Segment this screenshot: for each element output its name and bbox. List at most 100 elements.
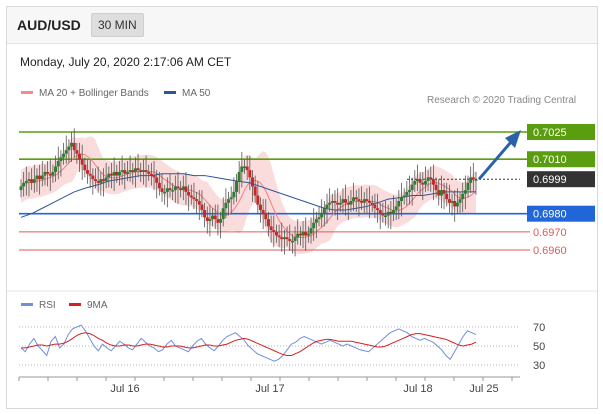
candle-body: [208, 219, 212, 221]
candle-body: [184, 186, 188, 192]
timestamp: Monday, July 20, 2020 2:17:06 AM CET: [20, 55, 232, 69]
candle-body: [328, 202, 332, 205]
candle-body: [80, 159, 84, 165]
candle-body: [357, 199, 361, 201]
candle-body: [413, 181, 417, 185]
candle-body: [107, 173, 111, 178]
candle-body: [248, 170, 252, 178]
candle-body: [43, 171, 47, 176]
candle-body: [195, 199, 199, 201]
level-tag-0.7025: [527, 124, 595, 140]
candle-body: [418, 179, 422, 183]
candle-body: [282, 237, 286, 240]
candle-body: [38, 175, 42, 180]
candle-body: [293, 237, 297, 241]
candle-body: [117, 171, 121, 176]
level-tag-0.6980: [527, 205, 595, 222]
candle-body: [290, 240, 294, 243]
candle-body: [203, 210, 207, 218]
candle-body: [415, 179, 419, 182]
bollinger-band-area: [21, 136, 476, 254]
candle-body: [312, 222, 316, 229]
candle-body: [229, 197, 233, 200]
chart-header-bar: AUD/USD 30 MIN: [7, 7, 597, 44]
candle-body: [341, 199, 345, 203]
candle-body: [72, 142, 76, 151]
projection-arrow-head: [505, 130, 521, 148]
candle-body: [405, 191, 409, 196]
candle-body: [378, 210, 382, 214]
candle-body: [322, 208, 326, 214]
candle-body: [56, 161, 60, 167]
candle-body: [62, 153, 66, 158]
candle-body: [67, 146, 71, 151]
candle-body: [431, 179, 435, 185]
legend-9ma: 9MA: [69, 300, 108, 311]
candle-body: [205, 217, 209, 221]
candle-body: [101, 179, 105, 182]
candle-body: [152, 175, 156, 178]
currency-pair-title: AUD/USD: [17, 17, 81, 33]
candle-body: [429, 177, 433, 180]
candle-body: [365, 199, 369, 201]
candle-body: [301, 231, 305, 236]
candle-body: [463, 190, 467, 194]
legend-label-ma20: MA 20 + Bollinger Bands: [39, 88, 149, 99]
candle-body: [272, 230, 276, 232]
candle-body: [402, 195, 406, 198]
candle-body: [450, 200, 454, 203]
x-axis-tick-label: Jul 16: [110, 383, 139, 395]
candle-body: [309, 228, 313, 234]
candle-body: [253, 186, 257, 196]
candle-body: [399, 197, 403, 201]
candle-body: [221, 208, 225, 220]
candle-body: [306, 233, 310, 236]
candle-body: [407, 190, 411, 192]
legend-label-ma50: MA 50: [182, 88, 211, 99]
candle-body: [123, 170, 127, 174]
candle-body: [136, 168, 140, 171]
candle-body: [285, 237, 289, 240]
candle-body: [64, 150, 68, 154]
legend-label-9ma: 9MA: [87, 300, 108, 311]
candle-body: [35, 175, 39, 180]
candle-body: [197, 200, 201, 205]
candle-body: [144, 170, 148, 172]
candle-body: [288, 239, 292, 241]
candle-body: [384, 215, 388, 218]
candle-body: [165, 188, 169, 192]
candle-body: [131, 170, 135, 172]
candle-body: [394, 206, 398, 211]
timeframe-badge[interactable]: 30 MIN: [91, 13, 144, 37]
candle-body: [386, 211, 390, 216]
candle-body: [128, 170, 132, 172]
candle-body: [179, 188, 183, 191]
candle-body: [344, 199, 348, 203]
price-chart-svg: 0.7025 0.7010 0.6980 0.6970 0.6960 0.6999 70 50…: [7, 124, 597, 395]
candle-body: [27, 179, 31, 182]
candle-body: [381, 213, 385, 216]
candle-body: [362, 199, 366, 203]
candle-body: [376, 208, 380, 211]
candle-body: [455, 202, 459, 207]
candle-body: [354, 197, 358, 200]
level-label-0.6970: 0.6970: [533, 227, 567, 239]
projection-arrow-shaft: [477, 141, 513, 181]
candle-body: [51, 171, 55, 176]
legend-swatch-ma50: [164, 90, 176, 94]
research-credit: Research © 2020 Trading Central: [427, 95, 577, 106]
candle-body: [266, 219, 270, 227]
candle-body: [59, 157, 63, 162]
candle-body: [163, 191, 167, 194]
legend-ma20-bollinger: MA 20 + Bollinger Bands: [21, 88, 149, 99]
candle-body: [120, 170, 124, 172]
candle-body: [298, 233, 302, 236]
legend-swatch-9ma: [69, 302, 81, 306]
candle-body: [235, 181, 239, 192]
candle-body: [139, 170, 143, 172]
candle-body: [232, 191, 236, 198]
candle-body: [280, 237, 284, 240]
candle-body: [91, 175, 95, 180]
candle-body: [445, 193, 449, 200]
candle-body: [181, 186, 185, 191]
